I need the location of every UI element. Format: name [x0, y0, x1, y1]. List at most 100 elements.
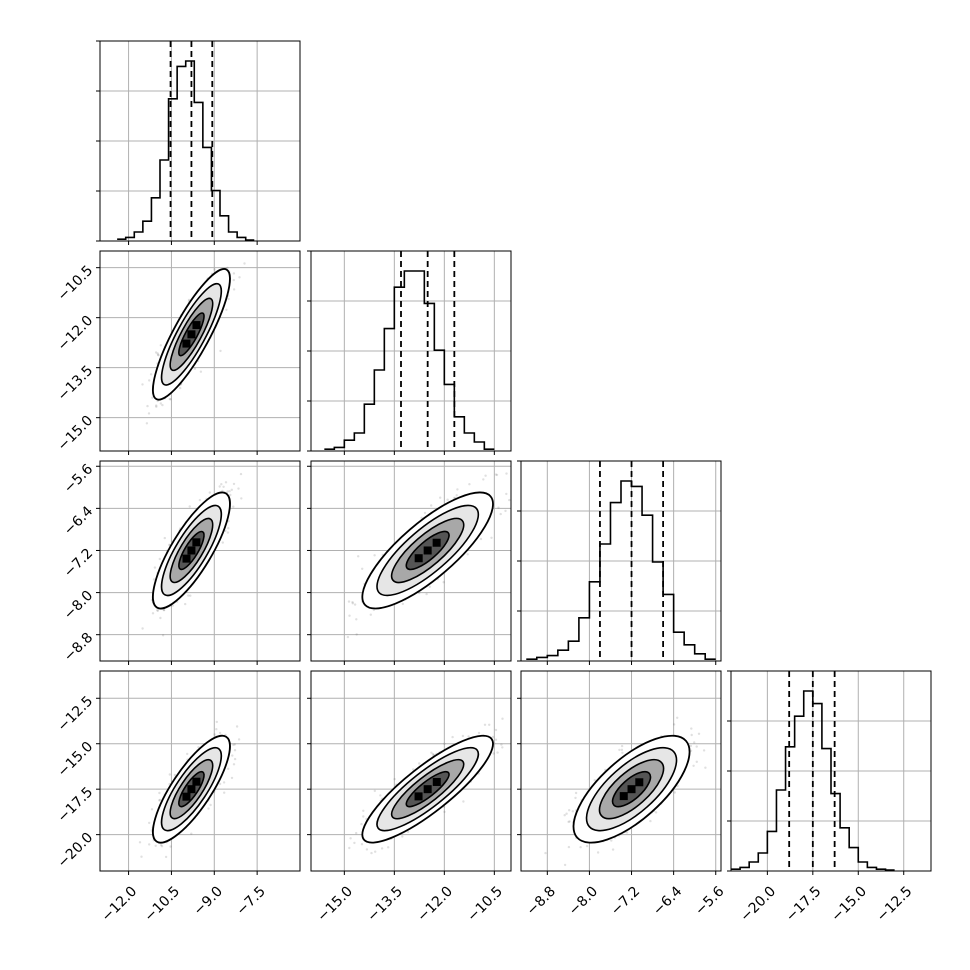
- scatter-point: [218, 731, 222, 735]
- panel-frame: [310, 460, 512, 662]
- density-peak-cell-2: [432, 538, 441, 547]
- x-tick-label: −9.0: [191, 883, 226, 918]
- scatter-point: [494, 473, 498, 476]
- scatter-point: [505, 472, 508, 475]
- scatter-point: [173, 773, 177, 777]
- scatter-point: [221, 541, 224, 544]
- density-peak-cell-1: [423, 546, 432, 555]
- scatter-point: [393, 777, 396, 781]
- grid-lines: [311, 251, 511, 451]
- scatter-point: [189, 594, 192, 597]
- scatter-point: [401, 602, 404, 606]
- scatter-point: [483, 723, 487, 726]
- x-tick-label: −7.5: [234, 883, 269, 918]
- scatter-point: [145, 422, 149, 425]
- scatter-point: [494, 738, 498, 741]
- scatter-point: [406, 830, 410, 833]
- scatter-point: [218, 782, 222, 786]
- param-2-vs-param-1: −10.5−12.0−13.5−15.0: [55, 250, 301, 455]
- scatter-point: [140, 855, 143, 858]
- scatter-point: [150, 808, 154, 811]
- scatter-point: [439, 496, 442, 499]
- x-tick-label: −17.5: [783, 883, 825, 925]
- density-peak-cell-1: [187, 546, 196, 555]
- scatter-point: [477, 731, 481, 735]
- panel-frame: [99, 670, 301, 872]
- scatter-point: [238, 276, 241, 279]
- scatter-point: [225, 308, 228, 311]
- density-peak-cell-2: [192, 538, 201, 547]
- scatter-point: [168, 543, 171, 546]
- y-tick-label: −7.2: [61, 545, 96, 580]
- scatter-point: [160, 845, 164, 848]
- scatter-point: [233, 749, 237, 752]
- scatter-point: [213, 733, 216, 736]
- scatter-point: [159, 616, 162, 620]
- scatter-point: [360, 843, 364, 846]
- scatter-point: [232, 482, 236, 486]
- y-tick-label: −12.5: [55, 693, 97, 735]
- scatter-point: [155, 404, 158, 407]
- param-3-vs-param-2: [307, 460, 512, 665]
- x-tick-label: −12.0: [99, 883, 141, 925]
- y-tick-label: −6.4: [61, 503, 96, 538]
- scatter-point: [420, 516, 423, 519]
- y-tick-label: −8.8: [61, 630, 96, 665]
- param-3-vs-param-1: −5.6−6.4−7.2−8.0−8.8: [61, 460, 301, 665]
- scatter-point: [360, 822, 363, 826]
- scatter-point: [232, 763, 236, 766]
- scatter-point: [220, 483, 223, 486]
- scatter-point: [497, 506, 500, 509]
- scatter-point: [442, 581, 445, 584]
- scatter-point: [208, 491, 211, 494]
- scatter-point: [423, 511, 427, 515]
- scatter-point: [361, 567, 364, 570]
- density-peak-cell-3: [182, 792, 191, 801]
- scatter-point: [190, 832, 193, 835]
- scatter-point: [362, 809, 365, 812]
- y-tick-label: −15.0: [55, 413, 97, 455]
- scatter-point: [219, 349, 222, 353]
- scatter-point: [187, 298, 191, 302]
- scatter-point: [230, 488, 233, 491]
- scatter-point: [482, 478, 485, 481]
- scatter-point: [156, 609, 159, 612]
- scatter-point: [159, 843, 163, 847]
- scatter-point: [224, 481, 228, 484]
- scatter-point: [365, 848, 369, 851]
- param-4-vs-param-2: −15.0 −13.5 −12.0 −10.5: [307, 670, 512, 925]
- scatter-point: [348, 614, 351, 617]
- scatter-point: [161, 634, 165, 637]
- scatter-point: [349, 837, 352, 840]
- scatter-point: [355, 633, 358, 636]
- scatter-point: [240, 497, 243, 500]
- y-tick-label: −5.6: [61, 461, 96, 496]
- scatter-point: [207, 807, 210, 810]
- scatter-point: [230, 776, 234, 780]
- scatter-point: [179, 386, 182, 390]
- scatter-point: [232, 278, 235, 282]
- scatter-point: [156, 353, 160, 356]
- density-peak-cell-1: [187, 330, 196, 339]
- x-tick-label: −20.0: [737, 883, 779, 925]
- scatter-point: [484, 474, 487, 477]
- scatter-point: [146, 404, 149, 408]
- x-tick-label: −12.5: [874, 883, 916, 925]
- scatter-point: [148, 843, 151, 846]
- scatter-point: [169, 845, 172, 848]
- y-tick-label: −13.5: [55, 363, 97, 405]
- histogram-step-line: [731, 690, 895, 871]
- scatter-point: [164, 855, 168, 859]
- param-4-marginal: −20.0 −17.5 −15.0 −12.5: [727, 670, 932, 925]
- scatter-point: [169, 398, 172, 401]
- scatter-point: [152, 578, 156, 581]
- scatter-point: [229, 493, 232, 497]
- scatter-point: [226, 490, 229, 493]
- scatter-point: [151, 612, 155, 615]
- scatter-point: [346, 635, 350, 639]
- scatter-point: [213, 268, 216, 271]
- scatter-point: [168, 773, 171, 776]
- scatter-point: [235, 725, 239, 728]
- scatter-point: [156, 352, 159, 355]
- scatter-point: [141, 383, 144, 386]
